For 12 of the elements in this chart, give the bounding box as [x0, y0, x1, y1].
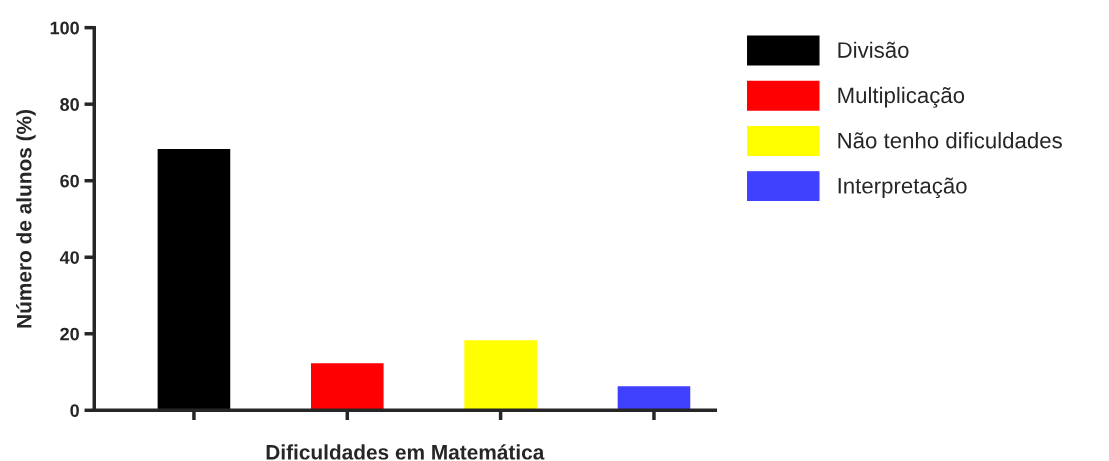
legend-label: Interpretação — [838, 177, 967, 199]
y-axis-title: Número de alunos (%) — [16, 110, 36, 328]
legend-label: Multiplicação — [838, 86, 965, 108]
x-axis-title: Dificuldades em Matemática — [266, 444, 545, 460]
y-tick-label: 80 — [60, 98, 79, 111]
legend-label: Não tenho dificuldades — [838, 132, 1062, 149]
y-tick-label: 0 — [70, 404, 79, 418]
y-tick-label: 20 — [60, 327, 79, 341]
y-tick-label: 60 — [60, 174, 79, 188]
y-tick-label: 100 — [50, 21, 79, 35]
legend-label: Divisão — [838, 41, 909, 58]
y-tick-label: 40 — [59, 251, 79, 264]
